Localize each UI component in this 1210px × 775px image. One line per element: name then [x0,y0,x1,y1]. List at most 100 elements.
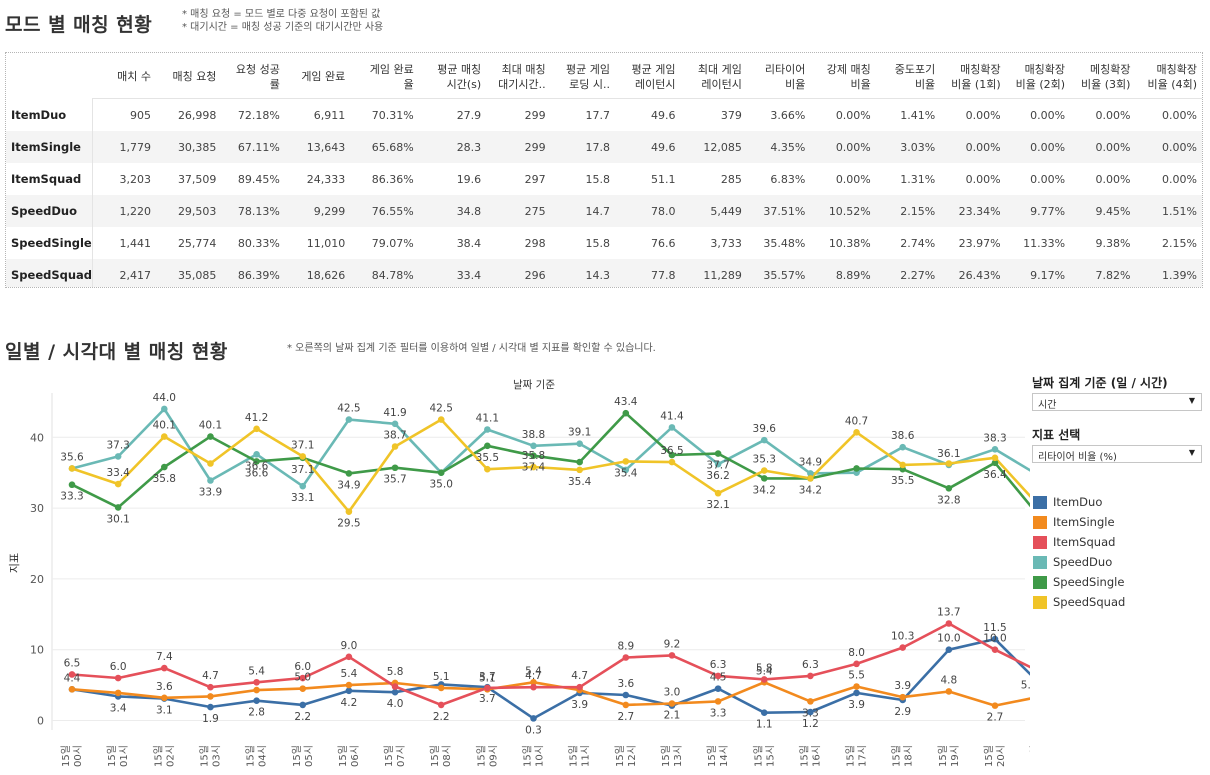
column-header[interactable]: 매칭확장 비율 (1회) [940,53,1006,99]
data-point-ItemSingle[interactable] [853,683,860,690]
column-header[interactable]: 게임 완료 율 [350,53,419,99]
column-header[interactable]: 최대 매칭 대기시간.. [486,53,551,99]
data-point-SpeedSingle[interactable] [114,504,122,511]
data-point-SpeedDuo[interactable] [714,460,722,468]
data-point-SpeedSquad[interactable] [437,416,445,423]
data-point-ItemSquad[interactable] [622,654,630,661]
data-point-SpeedSquad[interactable] [576,466,583,474]
data-point-SpeedSquad[interactable] [668,458,676,466]
date-aggregation-select[interactable]: 시간 ▼ [1032,393,1202,411]
data-point-ItemSquad[interactable] [945,620,953,627]
data-point-SpeedSquad[interactable] [299,453,307,460]
column-header[interactable]: 요청 성공 률 [221,53,285,99]
data-point-SpeedDuo[interactable] [207,477,214,484]
data-point-SpeedSquad[interactable] [714,489,722,497]
data-point-SpeedDuo[interactable] [899,443,906,451]
legend-item[interactable]: ItemDuo [1033,492,1125,512]
data-point-SpeedSingle[interactable] [945,484,953,492]
column-header[interactable]: 강제 매칭 비율 [810,53,876,99]
data-point-ItemSingle[interactable] [899,693,906,701]
data-point-ItemSingle[interactable] [161,694,168,702]
data-point-SpeedSingle[interactable] [668,451,676,459]
data-point-ItemSquad[interactable] [207,683,214,691]
legend-item[interactable]: ItemSquad [1033,532,1125,552]
data-point-SpeedSingle[interactable] [345,470,353,477]
column-header[interactable]: 게임 완료 [284,53,351,99]
data-point-SpeedSingle[interactable] [853,465,860,472]
data-point-ItemDuo[interactable] [207,703,214,711]
data-point-ItemSquad[interactable] [668,652,676,659]
column-header[interactable]: 메칭확장 비율 (3회) [1070,53,1136,99]
data-point-ItemDuo[interactable] [714,685,722,692]
legend-item[interactable]: ItemSingle [1033,512,1125,532]
data-point-SpeedSquad[interactable] [207,460,214,467]
data-point-ItemSquad[interactable] [530,683,537,691]
data-point-SpeedDuo[interactable] [253,450,260,458]
data-point-ItemSingle[interactable] [668,700,676,707]
data-point-SpeedSingle[interactable] [530,452,537,460]
data-point-ItemSquad[interactable] [345,653,353,661]
data-point-ItemSingle[interactable] [299,685,307,692]
data-point-SpeedSingle[interactable] [161,463,168,471]
data-point-SpeedSingle[interactable] [207,433,214,440]
column-header[interactable]: 중도포기 비율 [875,53,941,99]
data-point-SpeedSquad[interactable] [991,454,999,462]
data-point-ItemSingle[interactable] [622,701,630,709]
data-point-ItemSingle[interactable] [945,688,953,695]
data-point-SpeedDuo[interactable] [760,436,768,444]
column-header[interactable]: 매칭확장 비율 (2회) [1005,53,1071,99]
data-point-SpeedSquad[interactable] [622,458,630,465]
data-point-ItemDuo[interactable] [345,687,353,695]
data-point-SpeedSquad[interactable] [68,465,76,472]
column-header[interactable]: 리타이어 비율 [746,53,811,99]
data-point-ItemSquad[interactable] [437,701,445,709]
data-point-SpeedSquad[interactable] [114,480,122,488]
data-point-SpeedSingle[interactable] [68,481,76,489]
data-point-ItemDuo[interactable] [622,691,630,699]
data-point-ItemSingle[interactable] [714,698,722,705]
data-point-ItemSquad[interactable] [299,674,307,682]
data-point-ItemSingle[interactable] [207,693,214,700]
data-point-SpeedDuo[interactable] [391,420,399,428]
column-header[interactable]: 평균 매칭 시간(s) [418,53,487,99]
metric-select[interactable]: 리타이어 비율 (%) ▼ [1032,445,1202,463]
legend-item[interactable]: SpeedDuo [1033,552,1125,572]
data-point-SpeedDuo[interactable] [991,446,999,453]
legend-item[interactable]: SpeedSquad [1033,592,1125,612]
column-header[interactable]: 매칭확장 비율 (4회) [1135,53,1202,99]
data-point-SpeedSquad[interactable] [899,461,906,469]
data-point-ItemDuo[interactable] [530,715,537,722]
data-point-ItemSquad[interactable] [253,678,260,686]
data-point-ItemSingle[interactable] [68,686,76,693]
data-point-SpeedSquad[interactable] [345,508,353,515]
data-point-SpeedDuo[interactable] [114,453,122,460]
data-point-SpeedDuo[interactable] [484,426,491,433]
data-point-SpeedDuo[interactable] [530,442,537,450]
data-point-SpeedSingle[interactable] [484,442,491,450]
data-point-SpeedDuo[interactable] [299,482,307,490]
data-point-ItemSingle[interactable] [114,689,122,697]
legend-item[interactable]: SpeedSingle [1033,572,1125,592]
data-point-ItemSquad[interactable] [991,646,999,653]
data-point-ItemSingle[interactable] [530,678,537,686]
data-point-ItemSquad[interactable] [899,644,906,651]
data-point-SpeedDuo[interactable] [622,466,630,474]
data-point-SpeedSingle[interactable] [437,469,445,476]
data-point-SpeedSquad[interactable] [853,429,860,436]
data-point-SpeedSquad[interactable] [161,433,168,440]
data-point-ItemSquad[interactable] [68,671,76,678]
data-point-SpeedSingle[interactable] [576,458,583,466]
data-point-ItemSingle[interactable] [253,686,260,694]
data-point-ItemSquad[interactable] [576,683,583,691]
data-point-SpeedSingle[interactable] [991,459,999,467]
data-point-SpeedSingle[interactable] [714,450,722,457]
data-point-SpeedSquad[interactable] [760,467,768,474]
data-point-ItemDuo[interactable] [945,646,953,653]
data-point-SpeedSquad[interactable] [484,465,491,473]
column-header[interactable]: 최대 게임 레이턴시 [680,53,747,99]
data-point-ItemSingle[interactable] [345,681,353,689]
data-point-ItemDuo[interactable] [807,708,814,716]
data-point-ItemSquad[interactable] [760,676,768,683]
data-point-SpeedSingle[interactable] [622,409,630,417]
data-point-ItemSquad[interactable] [114,674,122,682]
